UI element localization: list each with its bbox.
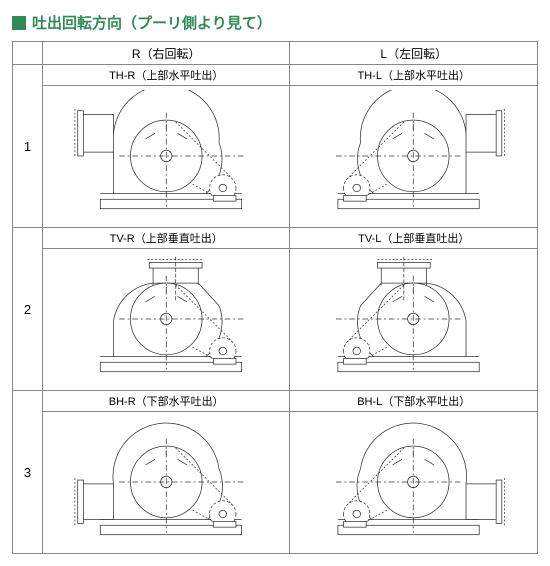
blower-diagram-TH xyxy=(47,90,286,220)
title-marker-icon xyxy=(12,16,26,30)
title-text: 吐出回転方向（プーリ側より見て） xyxy=(32,12,272,33)
section-title: 吐出回転方向（プーリ側より見て） xyxy=(12,12,538,33)
row-number: 1 xyxy=(13,65,43,228)
cell-label: TV-L（上部垂直吐出） xyxy=(290,228,538,249)
rotation-table: R（右回転） L（左回転） 1TH-R（上部水平吐出）TH-L（上部水平吐出） xyxy=(12,41,538,554)
header-r: R（右回転） xyxy=(42,42,290,65)
cell-label: TV-R（上部垂直吐出） xyxy=(42,228,290,249)
blower-diagram-TH-mirror xyxy=(294,90,533,220)
row-number: 2 xyxy=(13,228,43,391)
diagram-cell xyxy=(42,412,290,554)
diagram-cell xyxy=(290,412,538,554)
diagram-cell xyxy=(290,86,538,228)
blower-diagram-BH-mirror xyxy=(294,416,533,546)
cell-label: BH-L（下部水平吐出） xyxy=(290,391,538,412)
blower-diagram-BH xyxy=(47,416,286,546)
diagram-cell xyxy=(42,86,290,228)
cell-label: TH-R（上部水平吐出） xyxy=(42,65,290,86)
blower-diagram-TV xyxy=(47,253,286,383)
row-number: 3 xyxy=(13,391,43,554)
blower-diagram-TV-mirror xyxy=(294,253,533,383)
cell-label: TH-L（上部水平吐出） xyxy=(290,65,538,86)
diagram-cell xyxy=(290,249,538,391)
header-l: L（左回転） xyxy=(290,42,538,65)
diagram-cell xyxy=(42,249,290,391)
header-blank xyxy=(13,42,43,65)
cell-label: BH-R（下部水平吐出） xyxy=(42,391,290,412)
